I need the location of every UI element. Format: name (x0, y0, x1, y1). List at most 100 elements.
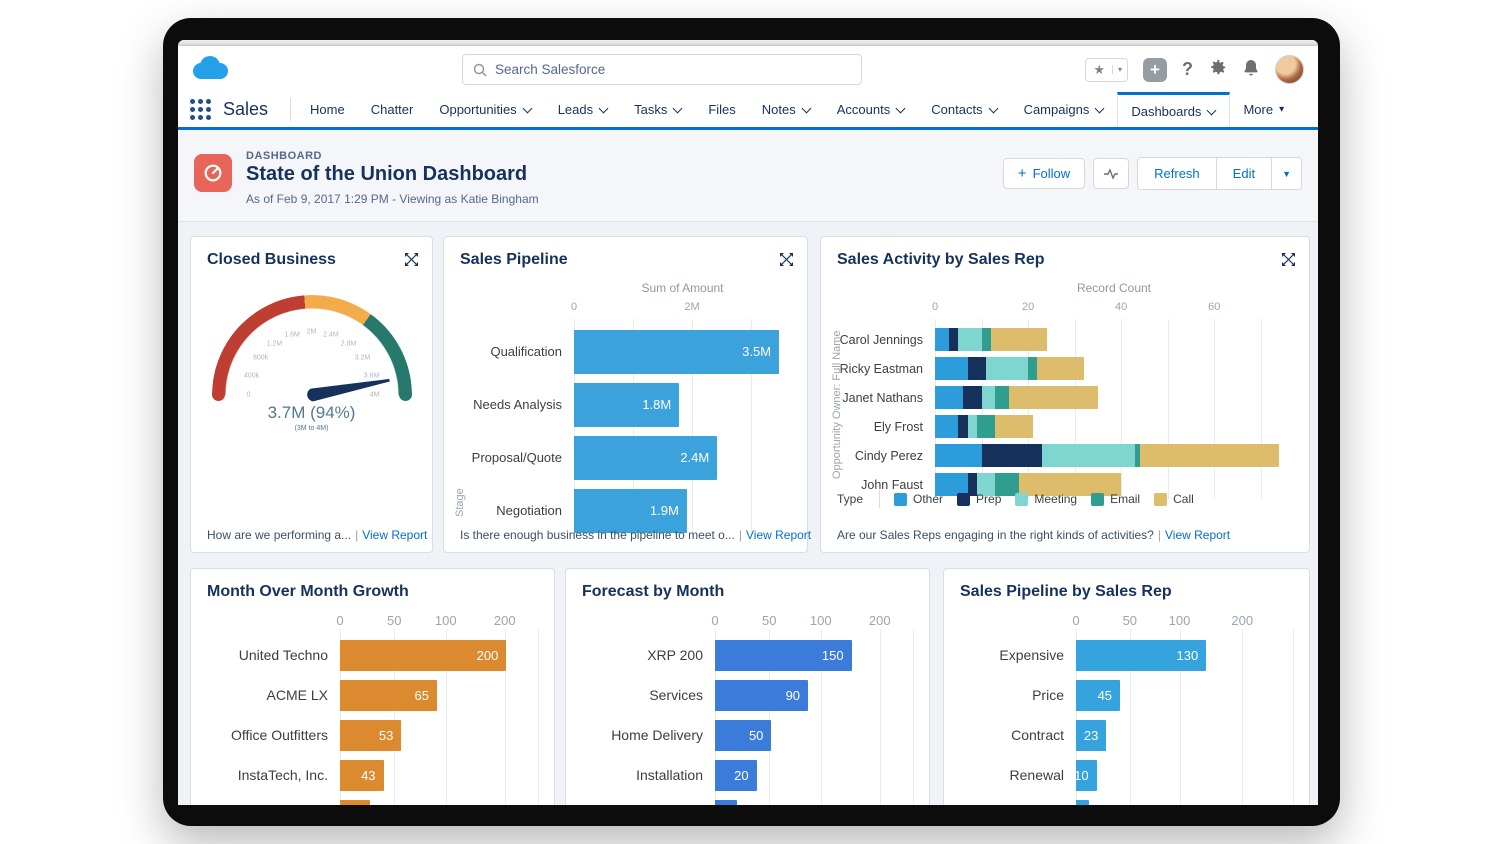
add-icon[interactable]: + (1143, 57, 1167, 82)
bar-segment-meeting[interactable] (967, 415, 977, 438)
tab-chatter[interactable]: Chatter (358, 92, 427, 127)
bar-segment-call[interactable] (1009, 386, 1098, 409)
bar-segment-other[interactable] (935, 328, 949, 351)
subscribe-pulse-button[interactable] (1093, 158, 1130, 189)
edit-button[interactable]: Edit (1216, 158, 1273, 189)
more-actions-button[interactable]: ▼ (1272, 158, 1301, 189)
stacked-bar[interactable] (935, 415, 1293, 438)
category-label: Negotiation (496, 503, 562, 518)
bar[interactable]: 1.8M (574, 382, 680, 427)
bar[interactable] (340, 799, 370, 805)
user-avatar[interactable] (1275, 55, 1304, 84)
tab-home[interactable]: Home (297, 92, 358, 127)
bar-segment-email[interactable] (1028, 357, 1038, 380)
tab-files[interactable]: Files (695, 92, 748, 127)
bar-segment-call[interactable] (995, 415, 1033, 438)
bar[interactable]: 23 (1076, 719, 1107, 751)
tab-opportunities[interactable]: Opportunities (426, 92, 544, 127)
bar[interactable] (715, 799, 737, 805)
bar[interactable]: 1.9M (574, 488, 687, 533)
bar-segment-other[interactable] (935, 386, 963, 409)
bar-segment-meeting[interactable] (1042, 444, 1136, 467)
bar[interactable]: 53 (340, 719, 402, 751)
bar-segment-email[interactable] (981, 328, 991, 351)
view-report-link[interactable]: View Report (1164, 528, 1231, 542)
legend-item-other[interactable]: Other (894, 492, 943, 506)
stacked-bar[interactable] (935, 444, 1293, 467)
tab-tasks[interactable]: Tasks (621, 92, 695, 127)
tab-accounts[interactable]: Accounts (824, 92, 918, 127)
search-input[interactable] (495, 62, 851, 77)
tab-more[interactable]: More ▾ (1230, 92, 1297, 127)
bar-segment-prep[interactable] (962, 386, 982, 409)
bar-segment-prep[interactable] (948, 328, 959, 351)
bar-segment-other[interactable] (935, 473, 968, 496)
stacked-bar[interactable] (935, 357, 1293, 380)
bar-segment-call[interactable] (1037, 357, 1084, 380)
bar-segment-call[interactable] (1018, 473, 1122, 496)
bar-segment-prep[interactable] (958, 415, 968, 438)
bar-row: Services 90 (649, 675, 913, 715)
gear-icon[interactable] (1208, 58, 1227, 82)
bar[interactable]: 2.4M (574, 435, 718, 480)
tab-leads[interactable]: Leads (545, 92, 621, 127)
tab-campaigns[interactable]: Campaigns (1011, 92, 1118, 127)
refresh-button[interactable]: Refresh (1138, 158, 1217, 189)
bar-segment-meeting[interactable] (986, 357, 1029, 380)
bar-segment-email[interactable] (976, 415, 996, 438)
legend-item-call[interactable]: Call (1154, 492, 1194, 506)
bar[interactable]: 65 (340, 679, 438, 711)
legend-item-meeting[interactable]: Meeting (1015, 492, 1077, 506)
bar-segment-prep[interactable] (967, 473, 977, 496)
bar-segment-meeting[interactable] (976, 473, 996, 496)
tab-dashboards[interactable]: Dashboards (1117, 92, 1231, 127)
star-icon[interactable]: ★ (1093, 61, 1105, 77)
bar-segment-email[interactable] (995, 386, 1010, 409)
stacked-bar[interactable] (935, 386, 1293, 409)
legend-item-email[interactable]: Email (1091, 492, 1140, 506)
tab-contacts[interactable]: Contacts (918, 92, 1010, 127)
bar-segment-email[interactable] (1135, 444, 1140, 467)
bar-segment-other[interactable] (935, 444, 982, 467)
bar[interactable]: 45 (1076, 679, 1121, 711)
bar-segment-meeting[interactable] (981, 386, 996, 409)
expand-icon[interactable] (780, 253, 793, 271)
bar-segment-call[interactable] (990, 328, 1047, 351)
bar-segment-call[interactable] (1139, 444, 1280, 467)
bar[interactable]: 20 (715, 759, 757, 791)
global-search[interactable] (462, 54, 862, 85)
bar-segment-prep[interactable] (967, 357, 987, 380)
stacked-bar[interactable] (935, 473, 1293, 496)
tab-label: More (1243, 102, 1274, 117)
expand-icon[interactable] (405, 253, 418, 271)
bar[interactable] (1076, 799, 1090, 805)
stacked-bar[interactable] (935, 328, 1293, 351)
utility-icons: ★ ▾ + ? (1085, 54, 1304, 85)
nav-divider (290, 98, 292, 121)
bar[interactable]: 3.5M (574, 329, 780, 374)
expand-icon[interactable] (1282, 253, 1295, 271)
bell-icon[interactable] (1242, 58, 1260, 82)
bar-segment-other[interactable] (935, 357, 968, 380)
follow-button[interactable]: + Follow (1002, 158, 1086, 189)
bar-segment-meeting[interactable] (958, 328, 982, 351)
view-report-link[interactable]: View Report (745, 528, 812, 542)
bar[interactable]: 150 (715, 639, 852, 671)
bar[interactable]: 50 (715, 719, 772, 751)
tab-notes[interactable]: Notes (749, 92, 824, 127)
help-icon[interactable]: ? (1182, 59, 1193, 79)
tab-label: Files (708, 102, 736, 117)
view-report-link[interactable]: View Report (362, 528, 428, 542)
bar[interactable]: 90 (715, 679, 809, 711)
bar[interactable]: 10 (1074, 759, 1097, 791)
legend-item-prep[interactable]: Prep (957, 492, 1001, 506)
bar-segment-email[interactable] (995, 473, 1019, 496)
bar[interactable]: 130 (1076, 639, 1207, 671)
favorites-button[interactable]: ★ ▾ (1085, 57, 1128, 82)
bar[interactable]: 200 (340, 639, 507, 671)
bar-segment-other[interactable] (935, 415, 959, 438)
app-launcher-icon[interactable] (190, 99, 211, 120)
bar[interactable]: 43 (340, 759, 384, 791)
bar-segment-prep[interactable] (981, 444, 1043, 467)
chevron-down-icon[interactable]: ▾ (1111, 65, 1127, 74)
